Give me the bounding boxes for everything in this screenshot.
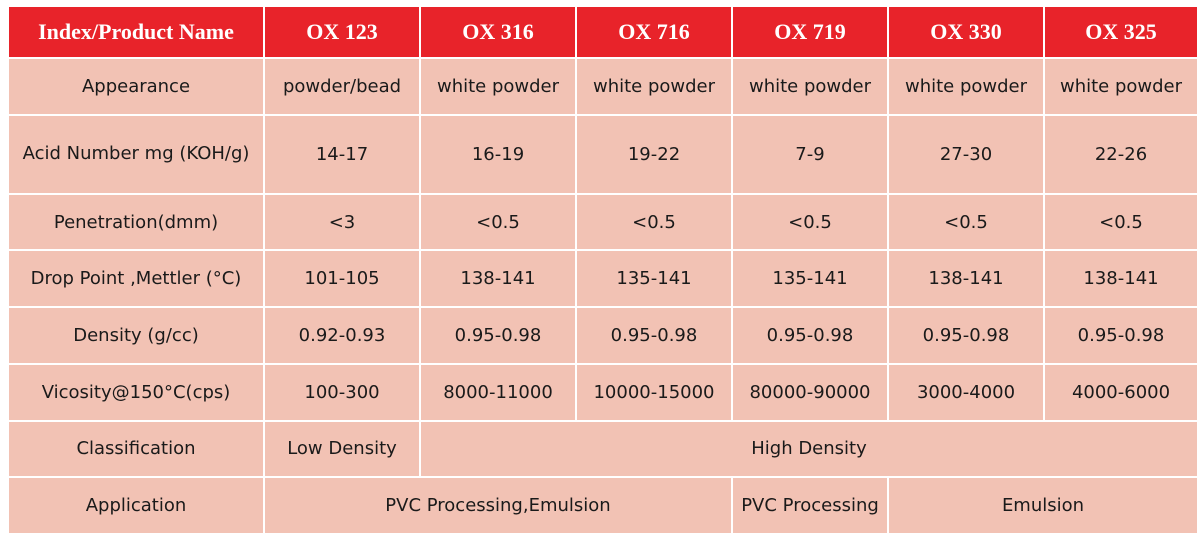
- table-cell: <0.5: [575, 192, 733, 252]
- table-cell: 7-9: [731, 113, 889, 195]
- table-cell: 10000-15000: [575, 362, 733, 422]
- row-label: Application: [7, 476, 265, 535]
- row-application: Application PVC Processing,Emulsion PVC …: [7, 476, 1199, 535]
- table-cell: white powder: [1043, 57, 1199, 116]
- table-cell: PVC Processing: [731, 476, 889, 535]
- row-drop-point: Drop Point ,Mettler (°C) 101-105 138-141…: [7, 249, 1199, 309]
- row-classification: Classification Low Density High Density: [7, 419, 1199, 479]
- table-cell: 16-19: [419, 113, 577, 195]
- table-cell: 135-141: [575, 249, 733, 309]
- row-viscosity: Vicosity@150°C(cps) 100-300 8000-11000 1…: [7, 362, 1199, 422]
- table-cell: 101-105: [263, 249, 421, 309]
- header-product-cell: OX 325: [1043, 5, 1199, 59]
- row-label: Appearance: [7, 57, 265, 116]
- table-cell: white powder: [887, 57, 1045, 116]
- table-cell: 22-26: [1043, 113, 1199, 195]
- table-cell: white powder: [731, 57, 889, 116]
- table-cell: 0.95-0.98: [575, 306, 733, 365]
- header-product-cell: OX 719: [731, 5, 889, 59]
- row-density: Density (g/cc) 0.92-0.93 0.95-0.98 0.95-…: [7, 306, 1199, 365]
- table-cell: <0.5: [419, 192, 577, 252]
- row-label: Drop Point ,Mettler (°C): [7, 249, 265, 309]
- table-cell: <0.5: [1043, 192, 1199, 252]
- header-row: Index/Product Name OX 123 OX 316 OX 716 …: [7, 5, 1199, 59]
- table-cell: white powder: [419, 57, 577, 116]
- row-label: Penetration(dmm): [7, 192, 265, 252]
- header-product-cell: OX 316: [419, 5, 577, 59]
- table-cell: 0.95-0.98: [887, 306, 1045, 365]
- row-appearance: Appearance powder/bead white powder whit…: [7, 57, 1199, 116]
- table-cell: 80000-90000: [731, 362, 889, 422]
- table-cell: <3: [263, 192, 421, 252]
- table-cell: Low Density: [263, 419, 421, 479]
- table-cell: 138-141: [887, 249, 1045, 309]
- table-cell: 4000-6000: [1043, 362, 1199, 422]
- table-cell: 8000-11000: [419, 362, 577, 422]
- table-cell: powder/bead: [263, 57, 421, 116]
- table-cell: 19-22: [575, 113, 733, 195]
- table-cell-merged: PVC Processing,Emulsion: [263, 476, 733, 535]
- table-cell-merged: Emulsion: [887, 476, 1199, 535]
- table-cell: 14-17: [263, 113, 421, 195]
- table-cell: 135-141: [731, 249, 889, 309]
- table-cell: 27-30: [887, 113, 1045, 195]
- table-cell: 100-300: [263, 362, 421, 422]
- header-product-cell: OX 123: [263, 5, 421, 59]
- product-spec-table: Index/Product Name OX 123 OX 316 OX 716 …: [7, 5, 1199, 535]
- row-label: Density (g/cc): [7, 306, 265, 365]
- table-cell: 0.92-0.93: [263, 306, 421, 365]
- table-cell-merged: High Density: [419, 419, 1199, 479]
- table-cell: <0.5: [731, 192, 889, 252]
- table-cell: <0.5: [887, 192, 1045, 252]
- table-cell: white powder: [575, 57, 733, 116]
- header-product-cell: OX 330: [887, 5, 1045, 59]
- table-cell: 3000-4000: [887, 362, 1045, 422]
- table-cell: 0.95-0.98: [419, 306, 577, 365]
- table-cell: 0.95-0.98: [1043, 306, 1199, 365]
- row-label: Acid Number mg (KOH/g): [7, 113, 265, 195]
- header-index-cell: Index/Product Name: [7, 5, 265, 59]
- row-label: Classification: [7, 419, 265, 479]
- row-label: Vicosity@150°C(cps): [7, 362, 265, 422]
- table-cell: 138-141: [419, 249, 577, 309]
- header-product-cell: OX 716: [575, 5, 733, 59]
- row-acid-number: Acid Number mg (KOH/g) 14-17 16-19 19-22…: [7, 113, 1199, 195]
- table-cell: 0.95-0.98: [731, 306, 889, 365]
- row-penetration: Penetration(dmm) <3 <0.5 <0.5 <0.5 <0.5 …: [7, 192, 1199, 252]
- table-cell: 138-141: [1043, 249, 1199, 309]
